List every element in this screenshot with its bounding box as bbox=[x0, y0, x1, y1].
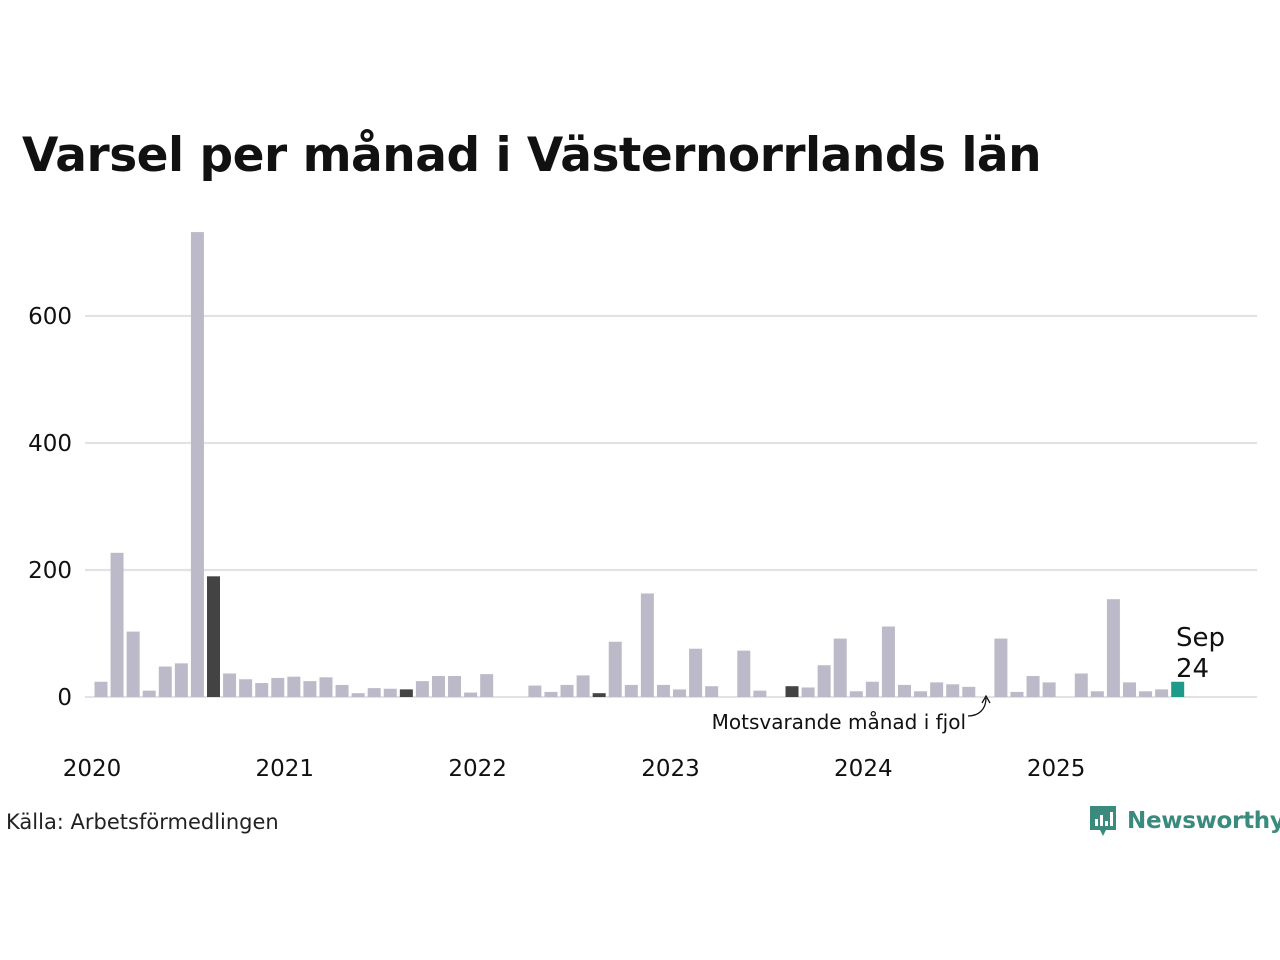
gridlines bbox=[85, 314, 1257, 698]
bar bbox=[335, 684, 349, 697]
bar bbox=[801, 687, 815, 697]
annotation-text: Motsvarande månad i fjol bbox=[712, 710, 966, 734]
bar bbox=[287, 676, 301, 697]
bar bbox=[865, 681, 879, 697]
bar bbox=[174, 663, 188, 697]
bar bbox=[624, 684, 638, 697]
bar bbox=[576, 675, 590, 697]
bar bbox=[367, 688, 381, 697]
y-tick-label: 400 bbox=[28, 431, 72, 457]
bar bbox=[592, 693, 606, 697]
bar bbox=[689, 648, 703, 697]
highlight-label-month: Sep bbox=[1176, 623, 1225, 653]
bar bbox=[881, 626, 895, 697]
x-year-label: 2024 bbox=[834, 756, 893, 782]
bar bbox=[190, 232, 204, 697]
x-year-label: 2022 bbox=[448, 756, 507, 782]
bar bbox=[1010, 691, 1024, 697]
y-tick-label: 200 bbox=[28, 558, 72, 584]
brand-name: Newsworthy bbox=[1127, 808, 1280, 834]
bar-highlight bbox=[1171, 681, 1185, 697]
axis-labels: 0 200 400 600 2020 2021 2022 2023 2024 2025 bbox=[28, 304, 1085, 782]
bar bbox=[206, 576, 220, 697]
bar bbox=[608, 641, 622, 697]
bar bbox=[962, 686, 976, 697]
bar bbox=[303, 681, 317, 697]
bar bbox=[1042, 682, 1056, 697]
brand-logo: Newsworthy bbox=[1088, 804, 1280, 838]
bar bbox=[898, 684, 911, 697]
bar bbox=[640, 593, 654, 697]
bar bbox=[126, 631, 140, 697]
newsworthy-logo-icon bbox=[1090, 806, 1116, 836]
bar bbox=[994, 638, 1008, 697]
bar bbox=[351, 693, 365, 697]
bar bbox=[239, 679, 253, 697]
bar bbox=[946, 684, 960, 697]
bar bbox=[1155, 689, 1169, 697]
bar bbox=[528, 685, 542, 697]
bar bbox=[785, 686, 799, 697]
annotation-arrow bbox=[967, 697, 987, 717]
bar bbox=[544, 691, 558, 697]
bar bbox=[1106, 599, 1120, 697]
bar bbox=[399, 689, 413, 697]
page-title: Varsel per månad i Västernorrlands län bbox=[22, 128, 1042, 183]
annotations: Motsvarande månad i fjol Sep 24 bbox=[712, 623, 1225, 734]
x-year-label: 2021 bbox=[256, 756, 315, 782]
bar bbox=[142, 690, 156, 697]
bar bbox=[1090, 691, 1104, 697]
bar bbox=[705, 686, 719, 697]
bar bbox=[271, 677, 285, 697]
bar bbox=[656, 684, 670, 697]
x-year-label: 2020 bbox=[63, 756, 122, 782]
bar bbox=[914, 691, 928, 697]
bar bbox=[110, 552, 124, 697]
bar bbox=[737, 650, 751, 697]
highlight-label-value: 24 bbox=[1176, 654, 1209, 684]
bar bbox=[383, 688, 397, 697]
bar bbox=[448, 676, 462, 697]
annotation-arrowhead bbox=[981, 694, 991, 704]
bar bbox=[560, 684, 574, 697]
y-tick-label: 0 bbox=[57, 685, 72, 711]
bar bbox=[833, 638, 847, 697]
x-year-label: 2023 bbox=[641, 756, 700, 782]
bar bbox=[415, 681, 429, 697]
x-year-label: 2025 bbox=[1027, 756, 1086, 782]
bar bbox=[817, 665, 831, 697]
bar bbox=[319, 677, 333, 697]
bar bbox=[849, 691, 863, 697]
bar bbox=[1026, 676, 1040, 697]
bar bbox=[431, 676, 445, 697]
bar bbox=[255, 683, 269, 697]
bar bbox=[930, 682, 944, 697]
bar bbox=[753, 690, 767, 697]
source-text: Källa: Arbetsförmedlingen bbox=[6, 810, 279, 834]
bar bbox=[480, 674, 494, 697]
y-tick-label: 600 bbox=[28, 304, 72, 330]
bar bbox=[464, 692, 478, 697]
bar bbox=[1139, 691, 1153, 697]
bar bbox=[1074, 673, 1088, 697]
bar bbox=[223, 673, 237, 697]
bars bbox=[94, 232, 1185, 697]
bar bbox=[94, 681, 108, 697]
bar bbox=[158, 666, 172, 697]
bar bbox=[1122, 682, 1136, 697]
bar bbox=[673, 689, 687, 697]
